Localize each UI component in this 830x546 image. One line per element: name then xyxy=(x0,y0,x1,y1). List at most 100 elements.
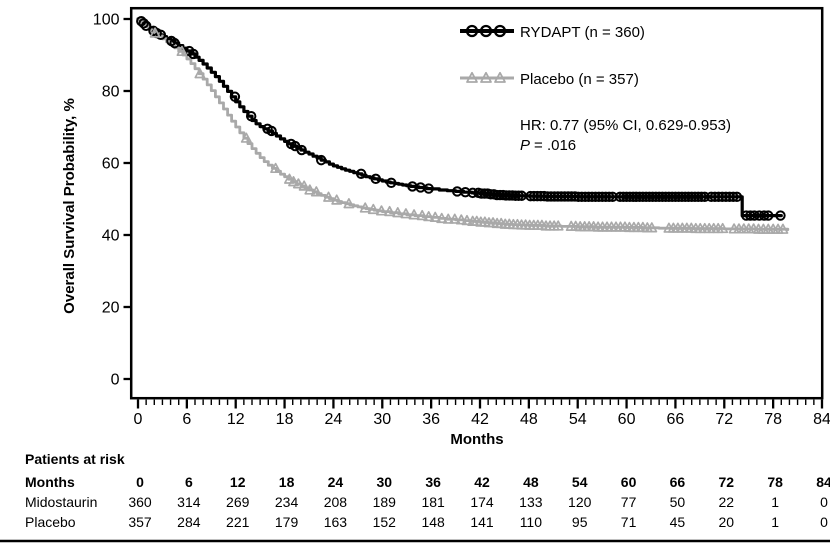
censor-mark-circle xyxy=(532,190,543,202)
x-tick-label: 30 xyxy=(373,411,391,428)
y-tick-label: 0 xyxy=(111,372,120,389)
censor-mark-triangle xyxy=(423,210,435,222)
legend-circle-glyph xyxy=(479,24,493,38)
risk-table-row-header: Months xyxy=(25,474,75,490)
legend: RYDAPT (n = 360) Placebo (n = 357) xyxy=(460,24,645,88)
y-tick-label: 60 xyxy=(102,156,120,173)
risk-table-value: 269 xyxy=(226,494,250,510)
risk-table-value: 22 xyxy=(718,494,734,510)
censor-mark-triangle xyxy=(310,186,322,197)
censor-mark-circle xyxy=(549,191,560,202)
censor-mark-circle xyxy=(603,191,615,203)
censor-mark-circle xyxy=(666,191,678,203)
censor-mark-circle xyxy=(637,191,649,203)
censor-mark-circle xyxy=(720,191,732,203)
censor-mark-circle xyxy=(460,186,471,198)
censor-mark-triangle xyxy=(367,203,379,215)
censor-mark-triangle xyxy=(455,214,467,225)
censor-mark-circle xyxy=(559,191,570,202)
risk-table-value: 133 xyxy=(519,494,543,510)
legend-circle-glyph xyxy=(493,24,507,38)
censor-mark-circle xyxy=(749,210,760,221)
risk-table-value: 152 xyxy=(373,514,397,530)
censor-mark-circle xyxy=(634,191,645,203)
censor-mark-circle xyxy=(573,191,584,203)
x-tick-label: 72 xyxy=(715,411,733,428)
censor-mark-circle xyxy=(686,191,697,203)
x-tick-label: 42 xyxy=(471,411,489,428)
censor-mark-circle xyxy=(763,210,774,221)
censor-mark-circle xyxy=(724,191,735,203)
risk-table-value: 179 xyxy=(275,514,299,530)
x-tick-label: 18 xyxy=(276,411,294,428)
censor-mark-circle xyxy=(355,168,367,180)
censor-mark-circle xyxy=(683,191,694,203)
censor-mark-triangle xyxy=(298,180,310,191)
censor-mark-triangle xyxy=(646,222,658,233)
x-tick-label: 12 xyxy=(227,411,245,428)
risk-table-value: 189 xyxy=(373,494,397,510)
risk-table-row-label: Midostaurin xyxy=(25,494,97,510)
censor-mark-circle xyxy=(676,191,688,203)
censor-mark-circle xyxy=(586,191,598,203)
censor-mark-triangle xyxy=(552,220,564,231)
censor-mark-circle xyxy=(696,191,707,203)
risk-table-month-value: 18 xyxy=(279,474,295,490)
x-axis-title: Months xyxy=(450,431,503,448)
censor-mark-circle xyxy=(583,191,594,203)
censor-mark-circle xyxy=(709,191,721,203)
censor-mark-triangle xyxy=(149,27,161,38)
censor-mark-circle xyxy=(657,191,668,203)
risk-table-value: 110 xyxy=(520,514,543,530)
x-tick-label: 48 xyxy=(520,411,538,428)
risk-table-value: 360 xyxy=(128,494,152,510)
censor-mark-circle xyxy=(600,191,611,203)
censor-mark-circle xyxy=(673,191,684,203)
censor-mark-circle xyxy=(680,191,691,203)
x-tick-label: 24 xyxy=(325,411,343,428)
legend-triangle-glyph xyxy=(466,71,478,83)
risk-table-value: 221 xyxy=(226,514,250,530)
x-tick-label: 66 xyxy=(667,411,685,428)
censor-mark-circle xyxy=(545,191,557,202)
x-axis-ticks: 0 6 12 18 24 30 36 42 48 54 60 66 72 78 84 xyxy=(134,399,830,428)
censor-mark-triangle xyxy=(343,198,355,209)
censor-marks xyxy=(136,15,789,234)
censor-mark-circle xyxy=(580,191,591,203)
censor-mark-triangle xyxy=(449,213,461,224)
censor-mark-circle xyxy=(650,191,662,203)
censor-mark-triangle xyxy=(400,208,412,219)
censor-mark-circle xyxy=(731,191,743,203)
risk-table-month-value: 0 xyxy=(136,474,144,490)
censor-mark-circle xyxy=(670,191,681,203)
censor-mark-circle xyxy=(556,191,567,202)
risk-table-value: 284 xyxy=(177,514,201,530)
x-tick-label: 60 xyxy=(618,411,636,428)
censor-mark-triangle xyxy=(384,205,396,217)
censor-mark-circle xyxy=(614,191,626,203)
risk-table-month-value: 36 xyxy=(425,474,441,490)
censor-mark-circle xyxy=(266,125,277,137)
legend-placebo-marker xyxy=(460,71,514,83)
risk-table-value: 314 xyxy=(177,494,201,510)
censor-mark-circle xyxy=(653,191,665,203)
censor-mark-circle xyxy=(717,191,728,203)
risk-table: Patients at risk Months 0 6 12 18 24 30 36 42 48 54… xyxy=(25,451,830,530)
censor-mark-circle xyxy=(229,91,241,102)
censor-mark-circle xyxy=(689,191,701,203)
legend-rydapt-marker xyxy=(460,24,514,38)
censor-mark-circle xyxy=(593,191,605,203)
censor-mark-circle xyxy=(370,173,381,185)
risk-table-value: 45 xyxy=(670,514,686,530)
censor-mark-circle xyxy=(562,191,574,202)
censor-mark-circle xyxy=(138,18,149,29)
x-tick-label: 78 xyxy=(764,411,782,428)
risk-table-value: 141 xyxy=(470,514,494,530)
censor-mark-circle xyxy=(631,191,642,203)
risk-table-month-value: 66 xyxy=(670,474,686,490)
censor-mark-circle xyxy=(528,190,540,202)
censor-mark-circle xyxy=(624,191,636,203)
x-tick-label: 54 xyxy=(569,411,587,428)
